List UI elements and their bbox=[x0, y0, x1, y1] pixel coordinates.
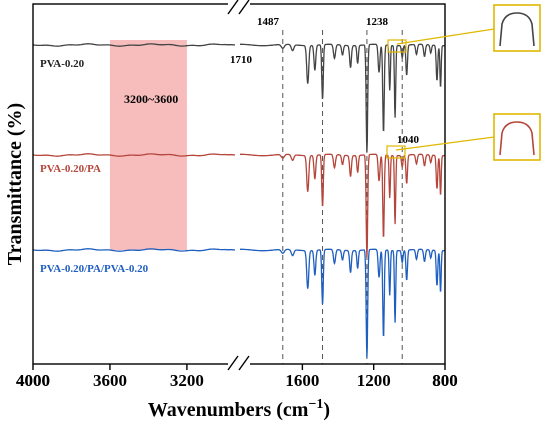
x-tick-label-4000: 4000 bbox=[16, 371, 50, 390]
x-axis-title-text: Wavenumbers (cm bbox=[148, 399, 309, 421]
x-tick-label-3600: 3600 bbox=[93, 371, 127, 390]
x-tick-label-3200: 3200 bbox=[170, 371, 204, 390]
x-tick-label-1200: 1200 bbox=[357, 371, 391, 390]
series-label-1: PVA-0.20/PA bbox=[40, 163, 101, 175]
series-line-2 bbox=[33, 248, 445, 358]
inset-zoom-top bbox=[387, 4, 541, 53]
axis-break bbox=[227, 0, 250, 371]
band-label: 3200~3600 bbox=[124, 92, 178, 106]
x-axis-title-close: ) bbox=[323, 399, 330, 421]
x-tick-label-1600: 1600 bbox=[285, 371, 319, 390]
x-tick-label-4000: 4000 bbox=[16, 371, 50, 390]
series-label-0: PVA-0.20 bbox=[40, 58, 85, 70]
x-axis-title-sup: −1 bbox=[308, 397, 323, 412]
series-label-2: PVA-0.20/PA/PVA-0.20 bbox=[40, 263, 149, 275]
highlight-band bbox=[109, 40, 187, 250]
series-line-1 bbox=[33, 153, 445, 258]
spectra bbox=[33, 43, 445, 358]
peak-label-1710: 1710 bbox=[230, 54, 253, 66]
peak-label-1040: 1040 bbox=[397, 134, 420, 146]
peak-label-1238: 1238 bbox=[366, 16, 389, 28]
x-tick-label-800: 800 bbox=[432, 371, 458, 390]
peak-label-1487: 1487 bbox=[257, 16, 280, 28]
x-tick-label-800: 800 bbox=[432, 371, 458, 390]
annotations: 1710 1487 1238 1040 bbox=[230, 16, 420, 146]
series-line-0 bbox=[33, 43, 445, 153]
y-axis-title: Transmittance (%) bbox=[4, 103, 26, 265]
inset-zoom-bottom bbox=[386, 113, 541, 161]
x-axis-title: Wavenumbers (cm−1) bbox=[148, 397, 330, 421]
